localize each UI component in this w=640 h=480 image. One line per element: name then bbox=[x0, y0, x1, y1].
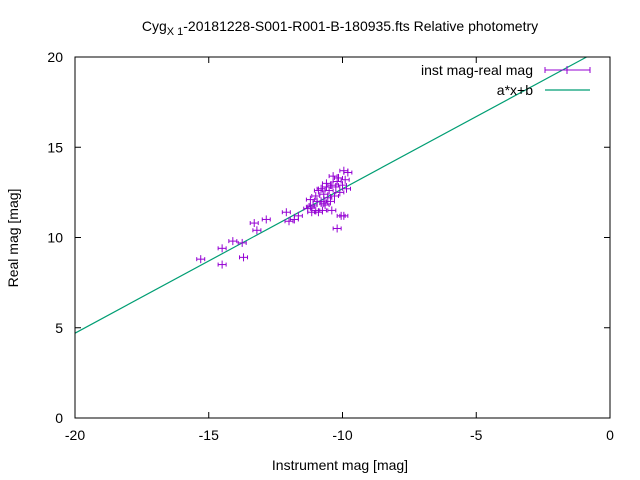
x-tick-label: 0 bbox=[606, 427, 614, 443]
data-point bbox=[196, 255, 206, 264]
data-point bbox=[305, 202, 315, 211]
legend-label-fit: a*x+b bbox=[497, 82, 533, 98]
title-main: Cyg bbox=[142, 18, 167, 34]
data-point bbox=[343, 168, 353, 177]
y-tick-label: 15 bbox=[47, 139, 63, 155]
data-point bbox=[261, 215, 271, 224]
data-point bbox=[340, 175, 350, 184]
data-point bbox=[321, 179, 331, 188]
plot-area bbox=[74, 56, 587, 334]
data-point bbox=[317, 206, 327, 215]
y-tick-label: 10 bbox=[47, 230, 63, 246]
x-axis-label: Instrument mag [mag] bbox=[272, 457, 408, 473]
data-point bbox=[237, 238, 247, 247]
data-point bbox=[339, 211, 349, 220]
y-tick-label: 20 bbox=[47, 49, 63, 65]
data-point bbox=[335, 188, 345, 197]
legend-sample-points bbox=[544, 66, 591, 74]
data-point bbox=[342, 184, 352, 193]
data-point bbox=[320, 201, 330, 210]
axis-ticks: -20 -15 -10 -5 0 0 5 10 15 20 bbox=[47, 49, 614, 443]
data-point bbox=[217, 244, 227, 253]
data-point bbox=[327, 206, 337, 215]
data-point bbox=[312, 197, 322, 206]
title-rest: -20181228-S001-R001-B-180935.fts Relativ… bbox=[183, 18, 538, 34]
data-point bbox=[293, 211, 303, 220]
legend-label-points: inst mag-real mag bbox=[421, 62, 533, 78]
x-tick-label: -10 bbox=[332, 427, 352, 443]
legend: inst mag-real mag a*x+b bbox=[421, 62, 591, 98]
data-point bbox=[239, 253, 249, 262]
y-tick-label: 5 bbox=[55, 320, 63, 336]
chart-title: CygX 1-20181228-S001-R001-B-180935.fts R… bbox=[142, 18, 538, 38]
x-tick-label: -5 bbox=[470, 427, 483, 443]
data-point bbox=[228, 237, 238, 246]
data-point bbox=[281, 208, 291, 217]
x-tick-label: -20 bbox=[65, 427, 85, 443]
y-tick-label: 0 bbox=[55, 410, 63, 426]
data-point bbox=[252, 226, 262, 235]
data-point bbox=[217, 260, 227, 269]
title-subscript: X 1 bbox=[167, 26, 184, 38]
data-point bbox=[332, 224, 342, 233]
data-point bbox=[325, 197, 335, 206]
y-axis-label: Real mag [mag] bbox=[5, 189, 21, 288]
x-tick-label: -15 bbox=[199, 427, 219, 443]
data-point bbox=[324, 186, 334, 195]
data-point bbox=[249, 219, 259, 228]
data-point bbox=[329, 191, 339, 200]
